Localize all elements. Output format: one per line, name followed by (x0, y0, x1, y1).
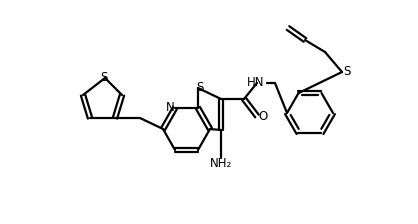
Text: O: O (258, 110, 268, 123)
Text: HN: HN (247, 75, 265, 88)
Text: N: N (166, 101, 174, 114)
Text: S: S (196, 80, 204, 93)
Text: S: S (343, 65, 351, 78)
Text: S: S (100, 71, 108, 84)
Text: NH₂: NH₂ (210, 157, 232, 170)
